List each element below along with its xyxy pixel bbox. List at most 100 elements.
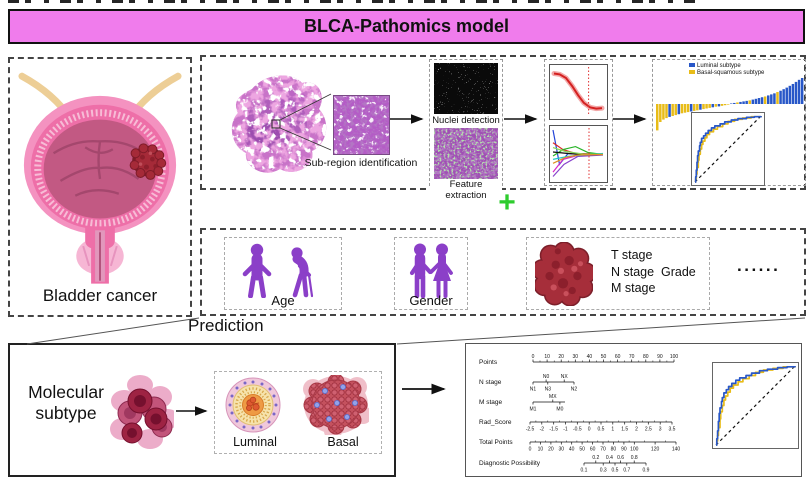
cropped-text-artifact — [8, 0, 698, 3]
basal-subtype-icon — [303, 375, 369, 435]
svg-text:0.6: 0.6 — [617, 455, 624, 461]
svg-text:Points: Points — [479, 359, 498, 366]
legend-item: Basal-squamous subtype — [689, 70, 764, 77]
svg-text:0.3: 0.3 — [600, 468, 607, 474]
svg-text:0.1: 0.1 — [581, 468, 588, 474]
nomogram-panel: Points 0 10 20 30 40 50 60 70 80 90 100 N stage N0 NX N… — [465, 343, 802, 477]
legend-swatch — [689, 63, 695, 67]
svg-text:1: 1 — [611, 427, 614, 433]
svg-text:10: 10 — [538, 447, 544, 453]
m-stage-label: M stage — [611, 281, 656, 295]
svg-text:0: 0 — [529, 447, 532, 453]
svg-text:0.9: 0.9 — [643, 468, 650, 474]
molecular-subtype-panel: Molecular subtype — [8, 343, 396, 477]
svg-text:Diagnostic Possibility: Diagnostic Possibility — [479, 460, 541, 467]
svg-text:40: 40 — [569, 447, 575, 453]
age-icons — [242, 243, 314, 298]
grade-label: Grade — [661, 265, 696, 279]
svg-text:20: 20 — [548, 447, 554, 453]
svg-text:50: 50 — [579, 447, 585, 453]
svg-text:M1: M1 — [530, 407, 537, 413]
svg-text:0: 0 — [532, 354, 535, 360]
waterfall-chart — [656, 78, 804, 131]
waterfall-legend: Luminal subtype Basal-squamous subtype — [689, 63, 764, 77]
svg-text:100: 100 — [630, 447, 639, 453]
subtype-options-box: Luminal Basal — [214, 371, 382, 454]
gender-label: Gender — [409, 293, 453, 308]
luminal-subtype-icon — [225, 377, 281, 433]
urethra — [85, 226, 115, 284]
legend-item: Luminal subtype — [689, 63, 764, 70]
svg-text:0.5: 0.5 — [598, 427, 605, 433]
svg-text:-0.5: -0.5 — [573, 427, 582, 433]
svg-text:0.5: 0.5 — [612, 468, 619, 474]
svg-text:Rad_Score: Rad_Score — [479, 419, 512, 426]
tumor-cells-icon — [110, 375, 174, 449]
subregion-label: Sub-region identification — [304, 157, 418, 169]
svg-text:80: 80 — [643, 354, 649, 360]
risk-score-box: Luminal subtype Basal-squamous subtype — [652, 59, 806, 186]
gender-box: Gender — [394, 237, 468, 310]
svg-text:10: 10 — [544, 354, 550, 360]
svg-text:30: 30 — [573, 354, 579, 360]
legend-swatch — [689, 70, 695, 74]
svg-text:140: 140 — [672, 447, 681, 453]
nuclei-detection-label: Nuclei detection — [430, 115, 502, 126]
stage-list: T stage N stage M stage — [611, 247, 655, 297]
svg-text:-1: -1 — [563, 427, 568, 433]
svg-text:Total Points: Total Points — [479, 439, 513, 446]
svg-text:0.2: 0.2 — [592, 455, 599, 461]
man-icon — [409, 243, 433, 298]
luminal-label: Luminal — [233, 435, 277, 449]
svg-text:N2: N2 — [571, 387, 578, 393]
bladder-label: Bladder cancer — [42, 286, 158, 305]
svg-text:3: 3 — [659, 427, 662, 433]
svg-text:120: 120 — [651, 447, 660, 453]
svg-text:2: 2 — [635, 427, 638, 433]
feature-extraction-label: Feature extraction — [430, 179, 502, 201]
header-banner: BLCA-Pathomics model — [8, 9, 805, 44]
bladder-tumor — [129, 143, 167, 180]
svg-text:60: 60 — [615, 354, 621, 360]
funnel-line-left — [26, 317, 200, 345]
svg-text:2.5: 2.5 — [645, 427, 652, 433]
funnel-line-right — [396, 317, 806, 345]
subregion-patch — [333, 95, 390, 155]
lasso-box — [544, 59, 613, 186]
svg-text:N1: N1 — [530, 387, 537, 393]
nuclei-detection-image — [434, 63, 498, 114]
prediction-label: Prediction — [188, 316, 264, 335]
elderly-person-icon — [291, 247, 314, 298]
age-box: Age — [224, 237, 342, 310]
svg-text:-1.5: -1.5 — [549, 427, 558, 433]
gender-icons — [409, 243, 453, 298]
bladder-panel: Bladder cancer — [8, 57, 192, 317]
svg-text:-2: -2 — [540, 427, 545, 433]
svg-text:M0: M0 — [556, 407, 563, 413]
svg-text:70: 70 — [600, 447, 606, 453]
svg-text:3.5: 3.5 — [669, 427, 676, 433]
lasso-cv-plot — [549, 64, 608, 120]
feature-extraction-image — [434, 128, 498, 179]
svg-text:1.5: 1.5 — [621, 427, 628, 433]
svg-text:50: 50 — [601, 354, 607, 360]
svg-text:N3: N3 — [545, 387, 552, 393]
basal-label: Basal — [327, 435, 359, 449]
svg-text:N0: N0 — [543, 374, 550, 380]
svg-text:80: 80 — [611, 447, 617, 453]
tumor-icon — [535, 242, 593, 306]
tumor-stage-box: T stage N stage M stage Grade — [526, 237, 710, 310]
ellipsis: ...... — [737, 256, 781, 275]
svg-text:-2.5: -2.5 — [526, 427, 535, 433]
plus-icon: + — [498, 186, 516, 219]
svg-text:40: 40 — [587, 354, 593, 360]
header-title: BLCA-Pathomics model — [303, 16, 510, 36]
roc-plot — [691, 112, 765, 186]
roc-plot-validation — [712, 362, 799, 449]
age-label: Age — [271, 293, 295, 308]
svg-text:0.4: 0.4 — [606, 455, 613, 461]
nuclei-feature-box: Nuclei detection Feature extraction — [429, 59, 503, 201]
svg-text:0.7: 0.7 — [623, 468, 630, 474]
